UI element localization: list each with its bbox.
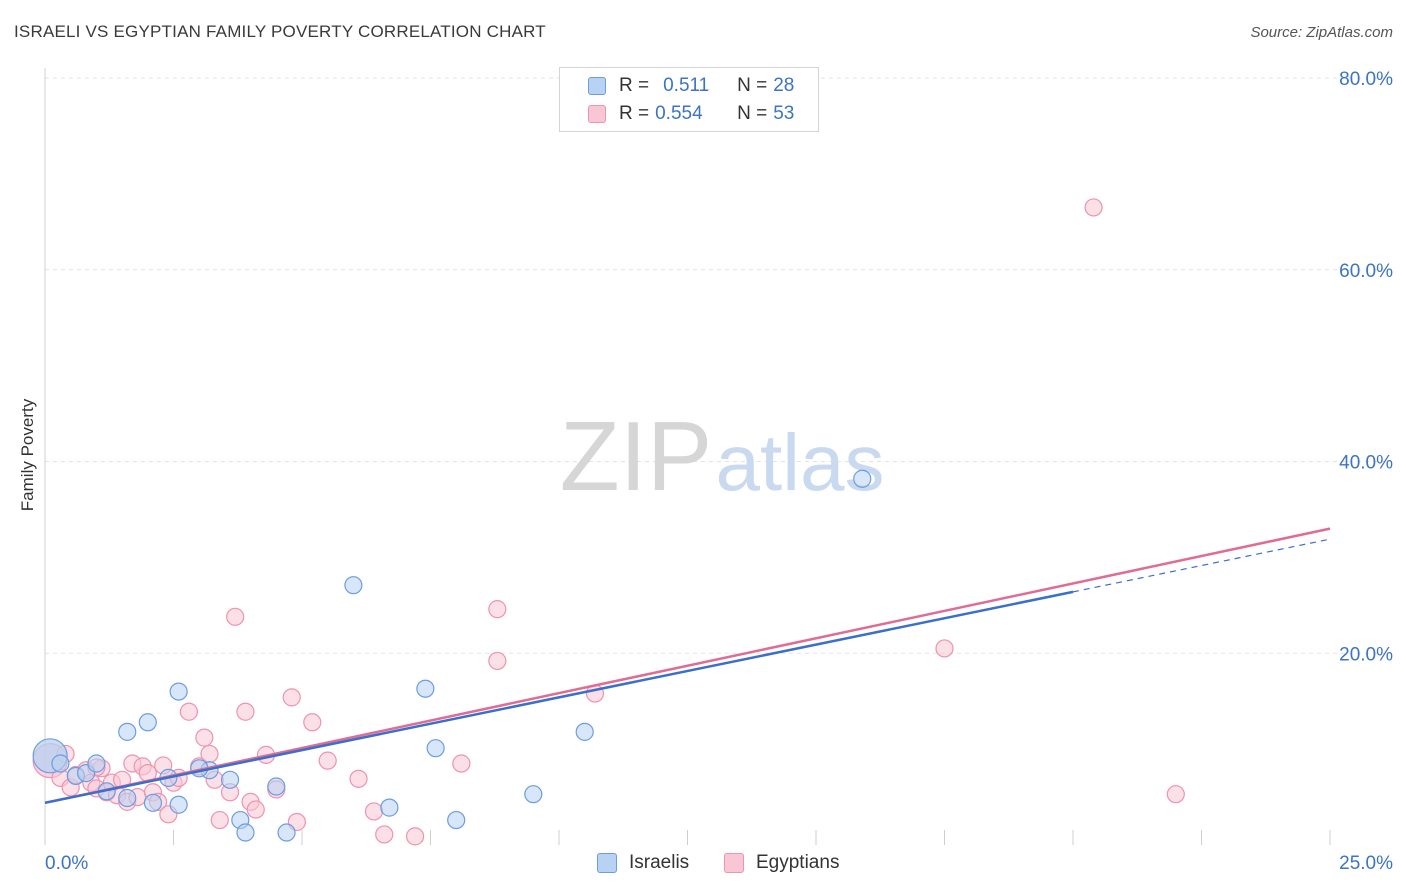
egyptians-legend-label: Egyptians xyxy=(756,852,840,873)
israelis-point xyxy=(143,793,163,812)
series-legend: Israelis Egyptians xyxy=(0,852,1406,878)
egyptians-point xyxy=(364,802,384,821)
israelis-point xyxy=(853,469,872,488)
y-tick-label: 80.0% xyxy=(1339,69,1393,90)
israelis-point xyxy=(220,770,240,789)
watermark: ZIP atlas xyxy=(560,401,885,511)
egyptians-point xyxy=(318,751,337,770)
egyptians-point xyxy=(200,744,219,764)
egyptians-point xyxy=(246,800,265,819)
correlation-legend: R = 0.511 N = 28 R = 0.554 N = 53 xyxy=(559,67,819,132)
y-tick-label: 60.0% xyxy=(1339,261,1393,282)
egyptians-point xyxy=(303,713,322,732)
grid-layer xyxy=(45,77,1392,654)
israelis-point xyxy=(426,739,445,758)
y-tick-label: 40.0% xyxy=(1339,453,1393,474)
israelis-point xyxy=(344,576,363,595)
egyptians-n-label: N = xyxy=(737,103,768,124)
israelis-swatch xyxy=(588,77,606,95)
israelis-n-value: 28 xyxy=(773,75,795,96)
egyptians-trend-line xyxy=(44,527,1331,805)
chart-title: ISRAELI VS EGYPTIAN FAMILY POVERTY CORRE… xyxy=(14,22,546,41)
egyptians-point xyxy=(1084,198,1103,217)
israelis-point xyxy=(138,713,157,732)
egyptians-point xyxy=(405,827,425,846)
israelis-r-value: 0.511 xyxy=(663,75,710,96)
legend-item-israelis[interactable]: Israelis xyxy=(597,852,689,874)
watermark-atlas: atlas xyxy=(716,418,885,507)
israelis-legend-swatch xyxy=(597,853,617,873)
watermark-zip: ZIP xyxy=(560,401,712,511)
israelis-r-label: R = xyxy=(619,75,650,96)
egyptians-point xyxy=(112,770,132,789)
israelis-point xyxy=(118,722,137,741)
egyptians-point xyxy=(226,607,245,626)
israelis-point xyxy=(51,754,70,773)
israelis-point xyxy=(87,754,106,773)
trend-layer xyxy=(44,527,1331,805)
egyptians-point xyxy=(935,639,954,658)
legend-item-egyptians[interactable]: Egyptians xyxy=(724,852,839,874)
israelis-point xyxy=(380,798,399,817)
israelis-point xyxy=(575,722,594,741)
israelis-point xyxy=(416,679,435,698)
axis-layer xyxy=(44,68,1331,845)
legend-row-egyptians: R = 0.554 N = 53 xyxy=(560,101,794,127)
egyptians-points xyxy=(32,198,1185,846)
egyptians-n-value: 53 xyxy=(773,103,795,124)
egyptians-point xyxy=(282,688,301,707)
egyptians-point xyxy=(1166,785,1185,804)
israelis-trend-extension xyxy=(1072,538,1331,593)
egyptians-swatch xyxy=(588,105,606,123)
x-tick-label: 25.0% xyxy=(1339,853,1393,874)
israelis-point xyxy=(267,777,286,796)
egyptians-r-value: 0.554 xyxy=(655,103,703,124)
egyptians-point xyxy=(452,754,471,773)
egyptians-point xyxy=(488,600,507,619)
egyptians-point xyxy=(210,810,229,830)
israelis-point xyxy=(169,795,188,814)
egyptians-point xyxy=(488,651,507,671)
israelis-legend-label: Israelis xyxy=(629,852,690,873)
egyptians-r-label: R = xyxy=(619,103,650,124)
israelis-trend-line xyxy=(44,590,1074,805)
tick-layer: 20.0% 40.0% 60.0% 80.0% 0.0% 25.0% xyxy=(45,69,1393,874)
egyptians-legend-swatch xyxy=(724,853,744,873)
legend-row-israelis: R = 0.511 N = 28 xyxy=(560,73,794,99)
israelis-point xyxy=(277,823,296,842)
egyptians-point xyxy=(349,769,368,788)
israelis-point xyxy=(447,810,466,830)
israelis-point xyxy=(524,785,543,804)
egyptians-point xyxy=(179,702,199,721)
egyptians-point xyxy=(236,702,255,721)
egyptians-point xyxy=(195,728,214,747)
israelis-point xyxy=(169,682,188,701)
y-tick-label: 20.0% xyxy=(1339,644,1393,665)
egyptians-point xyxy=(375,825,394,844)
source-label: Source: ZipAtlas.com xyxy=(1250,24,1393,41)
x-tick-label: 0.0% xyxy=(45,853,88,874)
israelis-n-label: N = xyxy=(737,75,768,96)
israelis-point xyxy=(118,788,137,808)
israelis-point xyxy=(236,823,255,842)
